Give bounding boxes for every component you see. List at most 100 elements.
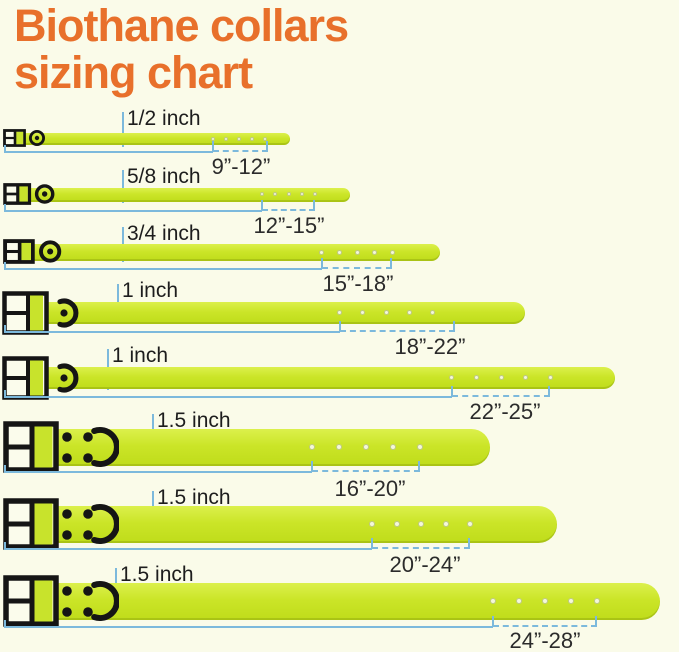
hole-icon	[250, 137, 254, 141]
buckle-icon	[3, 575, 119, 627]
measure-end-tick	[595, 616, 597, 626]
measure-line-dashed	[213, 150, 268, 152]
width-label: 1/2 inch	[127, 107, 201, 130]
measure-end-tick	[4, 145, 6, 151]
hole-icon	[211, 137, 215, 141]
buckle-icon	[3, 498, 119, 550]
size-range-label: 18”-22”	[394, 334, 466, 359]
measure-line-dashed	[322, 267, 392, 269]
collar-strap	[50, 583, 660, 620]
collar-strap	[44, 302, 525, 324]
hole-icon	[430, 310, 435, 315]
measure-end-tick	[4, 325, 6, 331]
measure-line-dashed	[262, 209, 315, 211]
measure-end-tick	[453, 321, 455, 331]
size-range-label: 9”-12”	[211, 154, 271, 179]
measure-end-tick	[4, 390, 6, 396]
hole-icon	[224, 137, 228, 141]
collar-holes	[369, 521, 473, 527]
measure-end-tick	[371, 538, 373, 548]
hole-icon	[467, 521, 473, 527]
collar-strap	[27, 188, 350, 202]
hole-icon	[360, 310, 366, 315]
measure-line	[4, 548, 372, 550]
hole-icon	[523, 375, 529, 380]
hole-icon	[299, 192, 304, 196]
measure-end-tick	[418, 461, 420, 471]
hole-icon	[390, 250, 395, 255]
measure-line-dashed	[493, 625, 597, 627]
hole-icon	[237, 137, 241, 141]
buckle-icon	[3, 183, 55, 205]
measure-end-tick	[492, 616, 494, 626]
hole-icon	[273, 192, 278, 196]
measure-line	[4, 331, 340, 333]
hole-icon	[363, 444, 369, 450]
hole-icon	[336, 250, 342, 255]
collar-strap	[50, 506, 557, 543]
hole-icon	[417, 444, 423, 450]
size-range-label: 15”-18”	[322, 271, 394, 296]
size-range-label: 12”-15”	[253, 213, 325, 238]
width-label: 1.5 inch	[157, 486, 231, 509]
measure-line-dashed	[452, 395, 550, 397]
hole-icon	[442, 521, 449, 527]
measure-line	[4, 471, 312, 473]
hole-icon	[490, 598, 496, 604]
width-label: 1.5 inch	[120, 563, 194, 586]
measure-line	[4, 268, 322, 270]
measure-end-tick	[313, 200, 315, 210]
measure-end-tick	[261, 200, 263, 210]
buckle-icon	[3, 129, 45, 147]
measure-end-tick	[548, 386, 550, 396]
hole-icon	[319, 250, 324, 255]
hole-icon	[473, 375, 479, 380]
hole-icon	[313, 192, 317, 196]
width-measure-tick	[122, 112, 124, 147]
buckle-icon	[2, 291, 79, 335]
measure-line	[4, 626, 493, 628]
hole-icon	[383, 310, 389, 315]
hole-icon	[449, 375, 454, 380]
hole-icon	[406, 310, 412, 315]
collar-holes	[309, 444, 423, 450]
page-title: Biothane collars sizing chart	[14, 0, 349, 96]
hole-icon	[393, 521, 400, 527]
measure-end-tick	[4, 542, 6, 548]
collar-holes	[260, 192, 317, 196]
size-range-label: 16”-20”	[334, 476, 406, 501]
measure-end-tick	[266, 141, 268, 151]
collar-strap	[50, 429, 490, 466]
page-title-line1: Biothane collars	[14, 0, 349, 51]
hole-icon	[568, 598, 574, 604]
measure-line-dashed	[312, 470, 420, 472]
hole-icon	[369, 521, 375, 527]
hole-icon	[263, 137, 267, 141]
hole-icon	[354, 250, 360, 255]
size-range-label: 22”-25”	[469, 399, 541, 424]
measure-line-dashed	[340, 330, 455, 332]
collar-holes	[211, 137, 267, 141]
width-label: 1 inch	[122, 279, 179, 302]
width-label: 5/8 inch	[127, 165, 201, 188]
measure-end-tick	[339, 321, 341, 331]
hole-icon	[418, 521, 424, 527]
measure-line	[4, 210, 262, 212]
collar-holes	[449, 375, 553, 380]
measure-end-tick	[468, 538, 470, 548]
measure-line	[4, 151, 213, 153]
hole-icon	[390, 444, 396, 450]
measure-end-tick	[451, 386, 453, 396]
hole-icon	[309, 444, 315, 450]
measure-end-tick	[4, 465, 6, 471]
measure-end-tick	[212, 141, 214, 151]
hole-icon	[542, 598, 548, 604]
width-label: 3/4 inch	[127, 222, 201, 245]
hole-icon	[548, 375, 553, 380]
width-label: 1 inch	[112, 344, 169, 367]
measure-end-tick	[4, 204, 6, 210]
hole-icon	[337, 310, 342, 315]
hole-icon	[336, 444, 342, 450]
hole-icon	[594, 598, 600, 604]
hole-icon	[286, 192, 291, 196]
